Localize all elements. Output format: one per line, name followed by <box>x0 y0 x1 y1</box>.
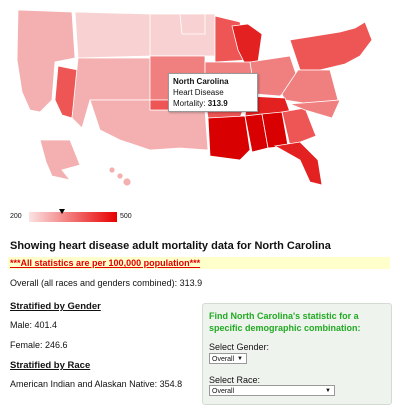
demographic-filter-panel: Find North Carolina's statistic for a sp… <box>202 303 392 405</box>
map-state-region[interactable] <box>289 99 341 119</box>
race-select-value: Overall <box>212 388 235 395</box>
chevron-down-icon: ▼ <box>325 388 331 394</box>
page-heading: Showing heart disease adult mortality da… <box>10 240 331 252</box>
tooltip-value: 313.9 <box>207 99 228 108</box>
race-statistic-row: American Indian and Alaskan Native: 354.… <box>10 379 183 389</box>
map-state-region[interactable] <box>16 9 76 113</box>
race-select[interactable]: Overall ▼ <box>209 385 335 396</box>
gender-section-title: Stratified by Gender <box>10 301 101 312</box>
gender-select[interactable]: Overall ▼ <box>209 353 247 364</box>
legend-marker-icon <box>59 209 66 214</box>
race-section-title: Stratified by Race <box>10 360 91 371</box>
filter-panel-title: Find North Carolina's statistic for a sp… <box>209 311 361 333</box>
overall-statistic: Overall (all races and genders combined)… <box>10 278 203 288</box>
male-statistic: Male: 401.4 <box>10 320 58 330</box>
map-state-region[interactable] <box>54 65 79 119</box>
legend-gradient-bar <box>29 209 117 222</box>
race-select-label: Select Race: <box>209 375 261 385</box>
legend-max-label: 500 <box>120 213 132 220</box>
tooltip-label: Heart Disease Mortality: <box>173 88 224 108</box>
gender-select-label: Select Gender: <box>209 342 270 352</box>
map-state-hawaii[interactable] <box>116 172 124 180</box>
color-legend: 200 500 <box>10 208 140 228</box>
map-state-region[interactable] <box>281 107 317 147</box>
female-statistic: Female: 246.6 <box>10 340 68 350</box>
map-tooltip: North Carolina Heart Disease Mortality: … <box>168 73 258 112</box>
map-state-region[interactable] <box>289 21 373 71</box>
map-state-hawaii[interactable] <box>108 166 116 174</box>
gender-select-value: Overall <box>212 356 235 363</box>
map-state-hawaii[interactable] <box>122 177 132 187</box>
population-note: ***All statistics are per 100,000 popula… <box>8 257 390 269</box>
map-state-alaska[interactable] <box>39 139 81 181</box>
legend-min-label: 200 <box>10 213 22 220</box>
chevron-down-icon: ▼ <box>237 356 243 362</box>
map-state-region[interactable] <box>74 11 153 59</box>
tooltip-state-name: North Carolina <box>173 77 229 86</box>
tooltip-mortality-line: Heart Disease Mortality: 313.9 <box>173 87 253 109</box>
map-state-region[interactable] <box>273 141 323 186</box>
map-state-region[interactable] <box>207 115 251 161</box>
map-state-region[interactable] <box>179 13 206 35</box>
